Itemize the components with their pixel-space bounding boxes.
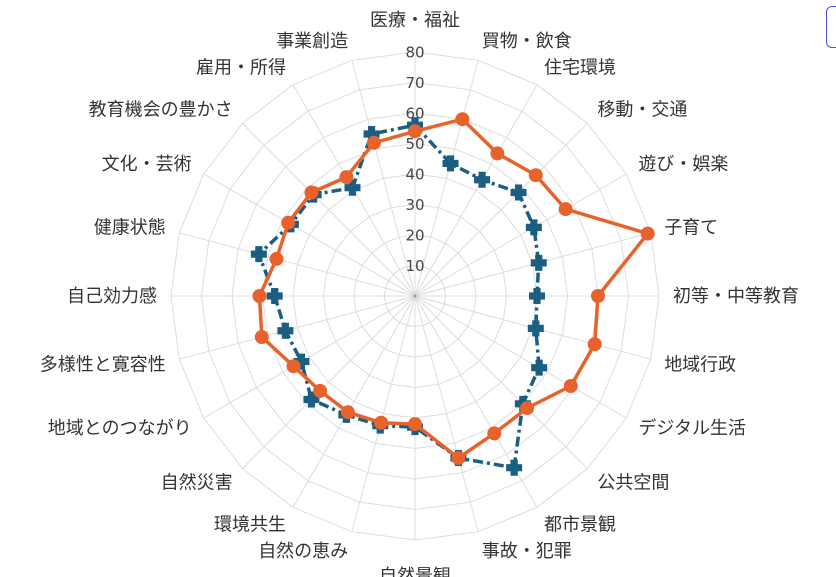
series-1-point-1[interactable] — [408, 124, 422, 139]
series-1-point-2[interactable] — [455, 112, 470, 127]
series-1-point-22[interactable] — [304, 185, 319, 200]
category-label-20: 健康状態 — [94, 218, 166, 239]
grid-spoke-15 — [292, 295, 416, 508]
category-label-11: 都市景観 — [544, 515, 616, 536]
series-1-point-20[interactable] — [269, 251, 284, 266]
category-label-17: 地域とのつながり — [48, 418, 192, 439]
series-1-point-21[interactable] — [281, 215, 296, 230]
grid-spoke-3 — [414, 84, 538, 297]
category-label-24: 事業創造 — [276, 31, 348, 52]
category-label-5: 遊び・娯楽 — [638, 154, 728, 175]
grid-spoke-10 — [414, 295, 588, 469]
series-1-point-8[interactable] — [587, 337, 602, 352]
series-2-point-2[interactable] — [442, 155, 459, 172]
series-2-point-16[interactable] — [303, 391, 320, 408]
category-label-4: 移動・交通 — [597, 99, 687, 120]
series-1-point-7[interactable] — [591, 289, 605, 303]
tick-label-50: 50 — [405, 135, 424, 153]
series-2-point-5[interactable] — [525, 219, 542, 236]
series-1-point-23[interactable] — [339, 170, 354, 185]
grid-spoke-14 — [351, 295, 416, 532]
series-1-point-18[interactable] — [254, 330, 269, 344]
series-1-point-3[interactable] — [490, 146, 505, 161]
series-1-point-15[interactable] — [340, 405, 355, 420]
grid-spoke-12 — [414, 295, 479, 532]
series-1-point-9[interactable] — [563, 379, 578, 393]
category-label-3: 住宅環境 — [544, 57, 616, 78]
grid-spoke-21 — [203, 173, 416, 297]
series-2-point-17[interactable] — [293, 353, 310, 370]
grid-spoke-5 — [414, 173, 627, 297]
category-label-2: 買物・飲食 — [482, 31, 572, 52]
series-1-point-10[interactable] — [520, 401, 535, 416]
series-2-point-7[interactable] — [529, 288, 545, 304]
tick-label-80: 80 — [405, 44, 424, 62]
category-label-14: 自然の恵み — [258, 541, 348, 562]
series-1-point-14[interactable] — [374, 415, 389, 430]
center-dot — [413, 294, 417, 298]
category-label-10: 公共空間 — [597, 473, 669, 494]
series-2-point-8[interactable] — [527, 320, 544, 337]
grid-spoke-18 — [179, 295, 416, 360]
series-1-point-6[interactable] — [640, 226, 655, 241]
category-label-9: デジタル生活 — [638, 418, 746, 439]
series-1-point-24[interactable] — [367, 135, 381, 150]
grid-spoke-22 — [242, 123, 416, 297]
category-label-12: 事故・犯罪 — [482, 541, 572, 562]
series-1-point-12[interactable] — [451, 451, 466, 465]
series-2-point-11[interactable] — [506, 459, 523, 476]
legend-box[interactable] — [826, 6, 836, 48]
tick-label-60: 60 — [405, 105, 424, 123]
tick-label-20: 20 — [405, 227, 424, 245]
grid-spoke-2 — [414, 60, 479, 297]
series-1-point-5[interactable] — [558, 202, 573, 217]
tick-label-10: 10 — [405, 257, 424, 275]
grid-spoke-20 — [179, 232, 416, 297]
category-label-1: 医療・福祉 — [370, 10, 460, 31]
category-label-6: 子育て — [664, 218, 718, 239]
category-label-8: 地域行政 — [664, 354, 736, 375]
category-label-7: 初等・中等教育 — [673, 286, 799, 307]
category-label-13: 自然景観 — [379, 566, 451, 577]
series-2-point-24[interactable] — [363, 125, 380, 142]
grid-spoke-17 — [203, 295, 416, 419]
radial-tick-labels: 10 20 30 40 50 60 70 80 — [405, 44, 424, 276]
category-label-23: 雇用・所得 — [196, 57, 286, 78]
category-label-22: 教育機会の豊かさ — [89, 99, 233, 120]
series-2-point-6[interactable] — [530, 254, 547, 271]
series-2-point-19[interactable] — [266, 288, 283, 304]
series-1-point-17[interactable] — [286, 359, 301, 374]
tick-label-30: 30 — [405, 196, 424, 214]
series-2-point-9[interactable] — [531, 359, 548, 376]
grid-spoke-24 — [351, 60, 416, 297]
series-1-point-13[interactable] — [408, 417, 422, 432]
tick-label-70: 70 — [405, 74, 424, 92]
series-2-point-20[interactable] — [250, 246, 267, 263]
series-2-point-3[interactable] — [474, 171, 491, 188]
radar-series — [250, 112, 655, 476]
series-1-point-19[interactable] — [252, 289, 267, 303]
category-label-19: 自己効力感 — [67, 286, 157, 307]
grid-spoke-9 — [414, 295, 627, 419]
series-1-point-4[interactable] — [528, 168, 543, 183]
category-label-16: 自然災害 — [161, 473, 233, 494]
category-label-21: 文化・芸術 — [102, 154, 192, 175]
series-1-point-11[interactable] — [487, 426, 502, 441]
grid-spoke-4 — [414, 123, 588, 297]
series-1-point-16[interactable] — [313, 383, 328, 398]
series-2-point-4[interactable] — [510, 184, 527, 201]
series-2-point-23[interactable] — [344, 179, 361, 196]
grid-spoke-16 — [242, 295, 416, 469]
category-label-18: 多様性と寛容性 — [40, 354, 166, 375]
category-labels: 医療・福祉買物・飲食住宅環境移動・交通遊び・娯楽子育て初等・中等教育地域行政デジ… — [40, 10, 799, 577]
series-2-point-18[interactable] — [277, 322, 294, 339]
category-label-15: 環境共生 — [214, 515, 286, 536]
tick-label-40: 40 — [405, 166, 424, 184]
